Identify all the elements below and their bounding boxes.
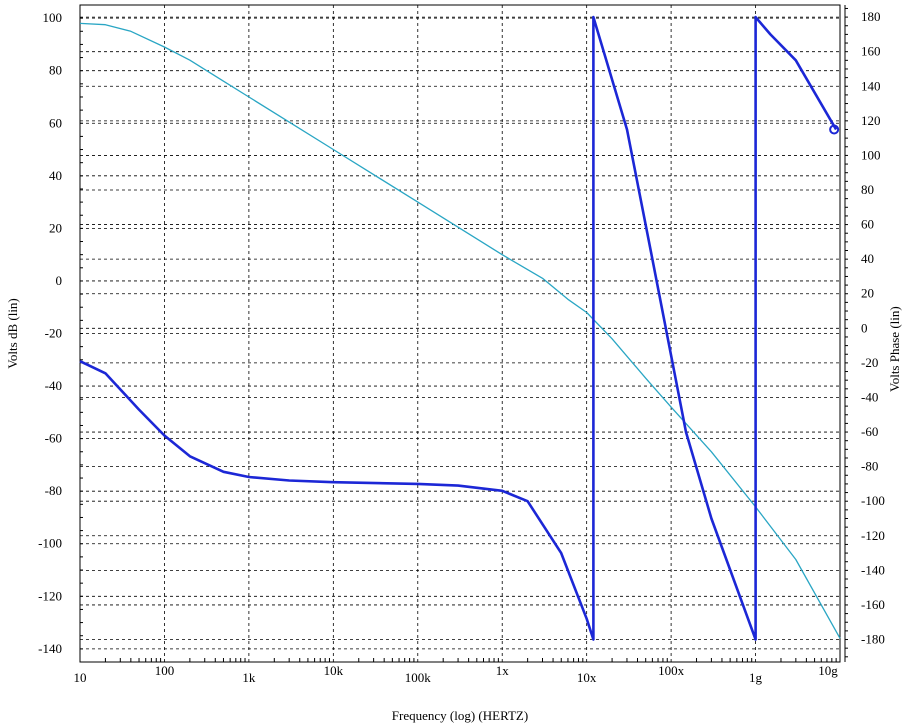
- right-tick-label: -20: [861, 355, 878, 370]
- right-tick-label: 60: [861, 217, 874, 232]
- right-tick-label: -100: [861, 493, 885, 508]
- x-tick-label: 10k: [324, 663, 344, 678]
- phase-end-marker: [829, 124, 840, 135]
- x-tick-label: 1k: [242, 670, 256, 685]
- left-tick-label: -120: [38, 588, 62, 603]
- left-tick-label: -100: [38, 536, 62, 551]
- x-tick-label: 1x: [496, 663, 510, 678]
- left-tick-label: 100: [43, 10, 63, 25]
- right-tick-label: 180: [861, 9, 881, 24]
- left-tick-label: 0: [56, 273, 63, 288]
- right-tick-label: 20: [861, 286, 874, 301]
- x-tick-label: 10x: [577, 670, 597, 685]
- right-tick-label: 140: [861, 78, 881, 93]
- right-tick-label: 120: [861, 113, 881, 128]
- right-tick-label: -120: [861, 528, 885, 543]
- x-tick-label: 100: [155, 663, 175, 678]
- right-axis-label: Volts Phase (lin): [887, 306, 902, 392]
- left-tick-label: 40: [49, 168, 62, 183]
- right-tick-label: -40: [861, 389, 878, 404]
- right-tick-label: 40: [861, 251, 874, 266]
- magnitude-line: [79, 22, 841, 639]
- right-tick-label: -80: [861, 459, 878, 474]
- x-tick-label: 100k: [405, 670, 432, 685]
- right-tick-label: -140: [861, 562, 885, 577]
- right-tick-label: 80: [861, 182, 874, 197]
- right-tick-label: -160: [861, 597, 885, 612]
- left-tick-label: -20: [45, 326, 62, 341]
- phase-line: [79, 15, 838, 641]
- x-tick-label: 100x: [658, 663, 685, 678]
- left-tick-label: -40: [45, 378, 62, 393]
- right-tick-label: -60: [861, 424, 878, 439]
- left-axis-label: Volts dB (lin): [5, 298, 20, 369]
- left-tick-label: 60: [49, 115, 62, 130]
- left-tick-label: -60: [45, 431, 62, 446]
- left-tick-label: -80: [45, 483, 62, 498]
- x-tick-label: 10: [74, 670, 87, 685]
- left-tick-label: -140: [38, 641, 62, 656]
- right-tick-label: 0: [861, 320, 868, 335]
- right-tick-label: 160: [861, 44, 881, 59]
- x-tick-label: 1g: [749, 670, 763, 685]
- x-tick-label: 10g: [818, 663, 838, 678]
- right-tick-label: 100: [861, 147, 881, 162]
- right-tick-label: -180: [861, 632, 885, 647]
- x-axis-label: Frequency (log) (HERTZ): [392, 708, 528, 723]
- left-tick-label: 20: [49, 220, 62, 235]
- left-tick-label: 80: [49, 63, 62, 78]
